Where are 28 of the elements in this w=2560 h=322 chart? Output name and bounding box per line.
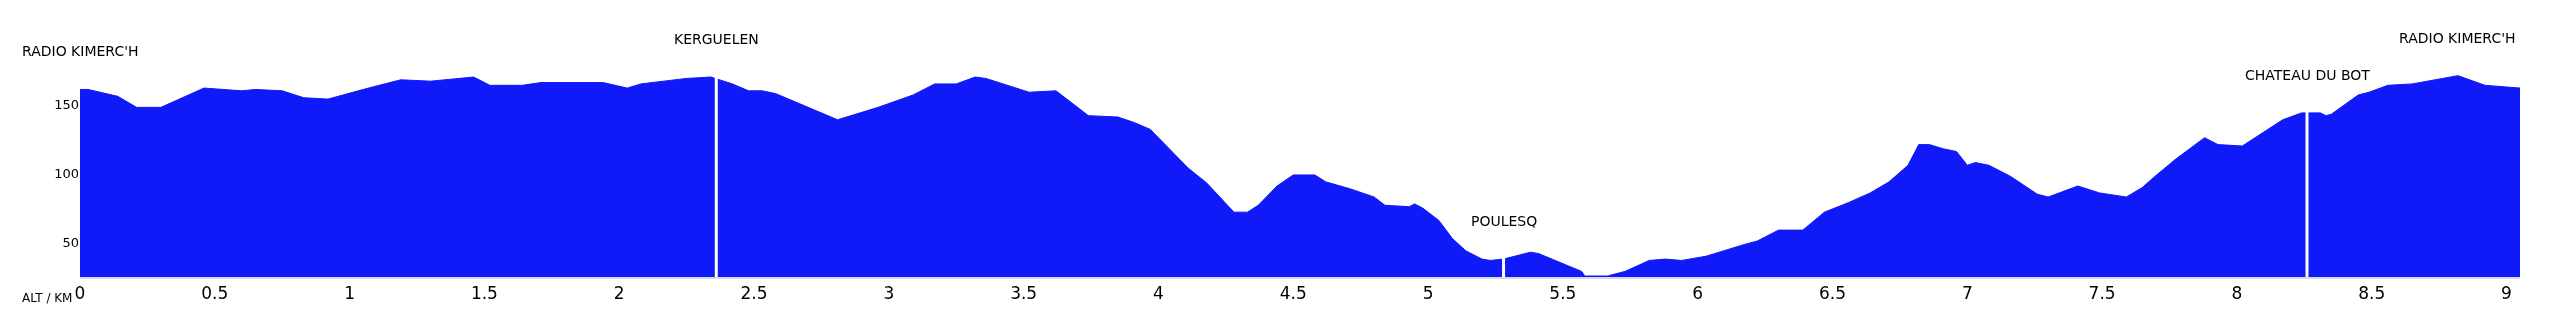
x-tick-label: 0 bbox=[74, 283, 86, 304]
x-tick-label: 1 bbox=[344, 283, 356, 304]
x-tick-label: 4 bbox=[1153, 283, 1164, 304]
annotation: RADIO KIMERC'H bbox=[22, 43, 139, 59]
x-tick-label: 5 bbox=[1422, 283, 1434, 304]
x-tick-label: 0.5 bbox=[201, 283, 229, 304]
x-tick-label: 9 bbox=[2501, 283, 2512, 304]
x-tick-label: 1.5 bbox=[470, 283, 498, 304]
x-tick-label: 3.5 bbox=[1010, 283, 1038, 304]
x-tick-label: 6 bbox=[1692, 283, 1704, 304]
y-tick-label: 100 bbox=[54, 166, 79, 182]
y-tick-label: 50 bbox=[62, 235, 79, 251]
x-axis-title: ALT / KM bbox=[22, 291, 73, 305]
x-tick-label: 5.5 bbox=[1549, 283, 1577, 304]
annotation: RADIO KIMERC'H bbox=[2399, 30, 2516, 46]
x-tick-label: 2.5 bbox=[740, 283, 768, 304]
x-tick-label: 6.5 bbox=[1818, 283, 1847, 304]
annotation: CHATEAU DU BOT bbox=[2245, 67, 2371, 83]
x-tick-label: 7 bbox=[1961, 283, 1973, 304]
x-tick-label: 7.5 bbox=[2088, 283, 2116, 304]
x-tick-label: 8.5 bbox=[2358, 283, 2386, 304]
x-tick-label: 8 bbox=[2231, 283, 2243, 304]
annotation: KERGUELEN bbox=[674, 31, 759, 47]
y-tick-label: 150 bbox=[54, 97, 79, 113]
x-tick-label: 4.5 bbox=[1279, 283, 1307, 304]
annotation: POULESQ bbox=[1471, 213, 1538, 229]
x-tick-label: 3 bbox=[883, 283, 895, 304]
x-tick-label: 2 bbox=[613, 283, 625, 304]
